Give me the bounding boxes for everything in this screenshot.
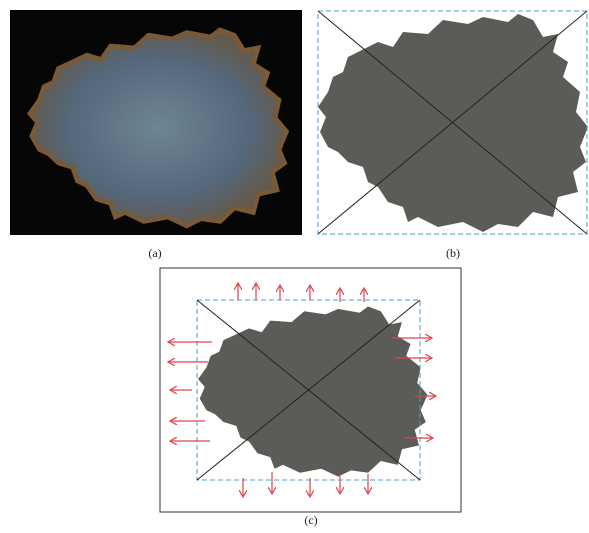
figure: (a) (b) [0, 0, 589, 528]
panel-label: (a) [148, 246, 161, 260]
panel-b: (b) [318, 11, 588, 260]
panel-c: (c) [160, 268, 461, 527]
panel-label: (c) [304, 513, 317, 527]
panel-label: (b) [446, 246, 460, 260]
panel-a: (a) [10, 10, 302, 260]
